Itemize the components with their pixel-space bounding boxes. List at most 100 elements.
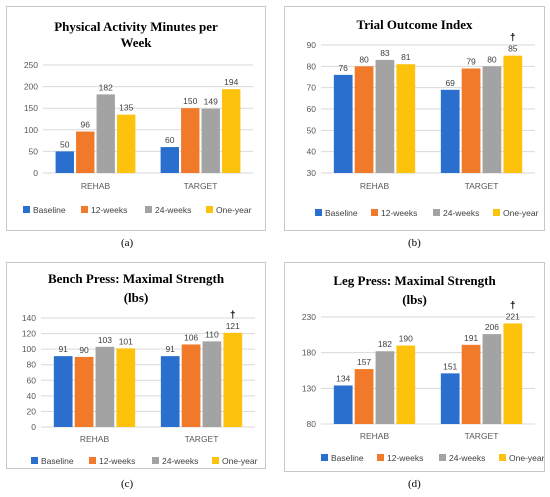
data-label: 221 [506, 311, 520, 321]
chart-panel-b: Trial Outcome Index 30 40 50 60 70 80 90 REHAB 76… [284, 6, 545, 231]
data-label: 85 [508, 44, 518, 54]
x-category-label: REHAB [360, 181, 390, 191]
y-tick-label: 60 [27, 375, 37, 385]
bar-baseline-rehab [53, 356, 73, 427]
y-tick-label: 180 [302, 348, 316, 358]
bar-12-weeks-rehab [76, 131, 95, 173]
legend-swatch [23, 206, 30, 213]
data-label: 134 [336, 373, 350, 383]
data-label: 101 [119, 336, 133, 346]
data-label: 80 [359, 54, 369, 64]
data-label: 50 [60, 139, 70, 149]
legend-swatch [321, 454, 328, 461]
y-tick-label: 80 [307, 419, 317, 429]
significance-dagger: † [510, 300, 516, 311]
y-tick-label: 250 [24, 60, 38, 70]
bar-12-weeks-rehab [354, 369, 374, 424]
legend-label: 12-weeks [387, 453, 423, 463]
legend-label: One-year [216, 205, 252, 215]
legend-swatch [439, 454, 446, 461]
data-label: 190 [399, 334, 413, 344]
bar-24-weeks-target [482, 66, 502, 173]
data-label: 90 [79, 345, 89, 355]
bar-24-weeks-rehab [375, 351, 395, 424]
y-tick-label: 40 [307, 147, 317, 157]
chart-title: Bench Press: Maximal Strength [48, 271, 225, 286]
x-category-label: REHAB [80, 434, 110, 444]
data-label: 69 [445, 78, 455, 88]
y-tick-label: 30 [307, 168, 317, 178]
bar-one-year-rehab [116, 348, 136, 427]
y-tick-label: 70 [307, 83, 317, 93]
legend-swatch [152, 457, 159, 464]
chart-panel-c: Bench Press: Maximal Strength (lbs) 0 20 40 6… [6, 262, 266, 469]
data-label: 135 [119, 103, 133, 113]
chart-b-svg: Trial Outcome Index 30 40 50 60 70 80 90 REHAB 76… [307, 17, 539, 218]
chart-c-svg: Bench Press: Maximal Strength (lbs) 0 20 40 6… [22, 271, 258, 466]
data-label: 191 [464, 333, 478, 343]
bar-baseline-target [440, 89, 460, 173]
data-label: 91 [58, 344, 68, 354]
y-tick-label: 100 [22, 344, 36, 354]
bar-one-year-target [503, 323, 523, 424]
significance-dagger: † [230, 310, 236, 321]
legend-label: One-year [222, 456, 258, 466]
legend-swatch [145, 206, 152, 213]
data-label: 151 [443, 361, 457, 371]
data-label: 96 [81, 120, 91, 130]
legend-swatch [89, 457, 96, 464]
data-label: 76 [338, 63, 348, 73]
caption-c: (c) [121, 478, 134, 490]
caption-b: (b) [408, 237, 421, 249]
bar-one-year-rehab [117, 114, 136, 173]
x-category-label: TARGET [465, 431, 499, 441]
chart-title: Trial Outcome Index [356, 17, 473, 32]
legend-label: 24-weeks [443, 208, 479, 218]
bar-12-weeks-target [181, 344, 201, 427]
bar-one-year-target [503, 55, 523, 173]
legend-swatch [212, 457, 219, 464]
legend-swatch [31, 457, 38, 464]
bar-24-weeks-target [482, 334, 502, 424]
y-tick-label: 40 [27, 391, 37, 401]
legend-label: One-year [503, 208, 539, 218]
chart-title: Week [120, 35, 152, 50]
y-tick-label: 50 [29, 146, 39, 156]
data-label: 110 [205, 329, 219, 339]
legend-label: 12-weeks [99, 456, 135, 466]
bar-baseline-target [160, 356, 180, 427]
significance-dagger: † [510, 33, 516, 44]
bar-24-weeks-rehab [95, 346, 115, 427]
y-tick-label: 80 [27, 360, 37, 370]
chart-panel-a: Physical Activity Minutes per Week 0 50 100 1… [6, 6, 266, 231]
data-label: 103 [98, 335, 112, 345]
bar-baseline-rehab [333, 74, 353, 173]
legend-label: Baseline [325, 208, 358, 218]
legend-swatch [433, 209, 440, 216]
bar-24-weeks-target [201, 108, 220, 173]
bar-12-weeks-target [461, 344, 481, 424]
data-label: 81 [401, 52, 411, 62]
bar-baseline-rehab [55, 151, 74, 173]
y-tick-label: 140 [22, 313, 36, 323]
legend-swatch [315, 209, 322, 216]
caption-d: (d) [408, 478, 421, 490]
legend-swatch [81, 206, 88, 213]
y-tick-label: 230 [302, 312, 316, 322]
chart-title: (lbs) [402, 292, 427, 307]
data-label: 194 [224, 77, 238, 87]
data-label: 83 [380, 48, 390, 58]
x-category-label: TARGET [184, 181, 218, 191]
y-tick-label: 20 [27, 406, 37, 416]
bar-baseline-target [440, 373, 460, 424]
data-label: 106 [184, 332, 198, 342]
bar-baseline-target [160, 147, 179, 173]
chart-panel-d: Leg Press: Maximal Strength (lbs) 80 130 180… [284, 262, 545, 472]
bar-24-weeks-target [202, 341, 222, 427]
data-label: 121 [226, 321, 240, 331]
data-label: 149 [204, 97, 218, 107]
chart-title: (lbs) [124, 290, 149, 305]
y-tick-label: 120 [22, 329, 36, 339]
data-label: 80 [487, 54, 497, 64]
y-tick-label: 0 [31, 422, 36, 432]
